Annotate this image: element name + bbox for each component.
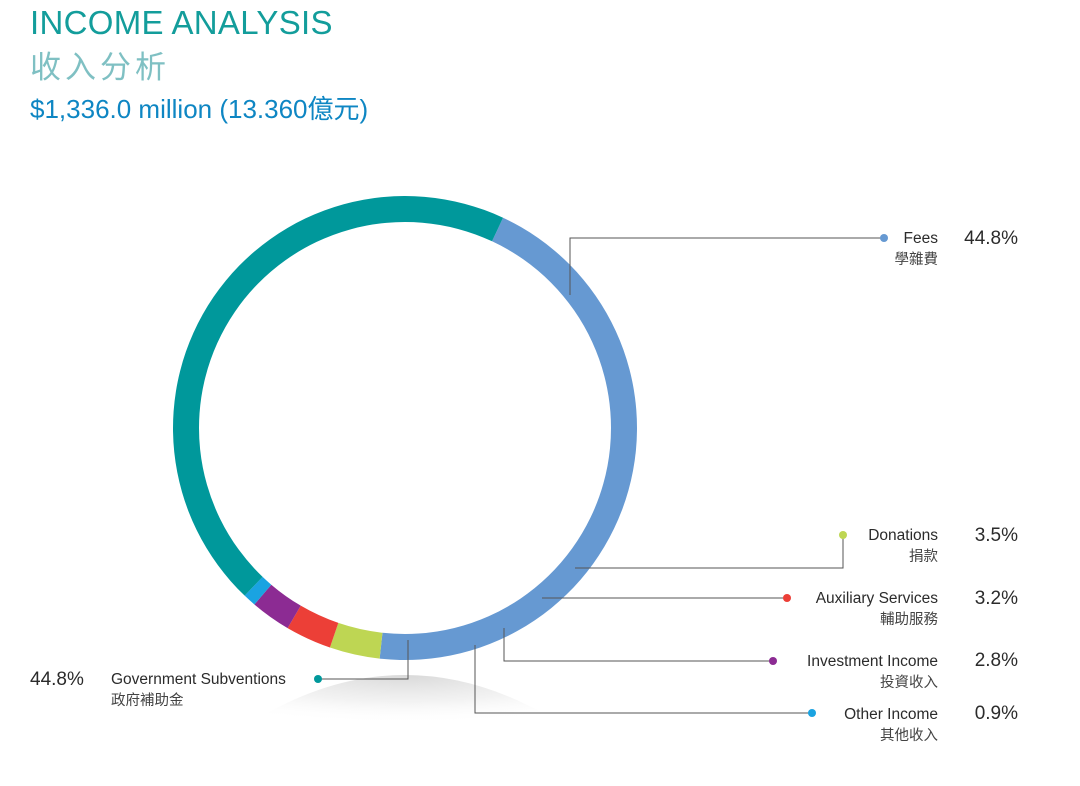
legend-label-government-zh: 政府補助金 — [111, 693, 184, 709]
leader-line-other — [474, 645, 812, 714]
page-title: INCOME ANALYSIS — [30, 4, 333, 41]
legend-label-auxiliary-zh: 輔助服務 — [880, 612, 938, 628]
legend-label-investment-zh: 投資收入 — [880, 675, 938, 691]
legend-dot-investment — [769, 657, 777, 665]
chart-shadow — [225, 675, 585, 740]
data-label-fees: 44.8% — [964, 228, 1018, 249]
legend-label-government: Government Subventions — [111, 671, 286, 688]
leader-line-government — [318, 640, 409, 680]
legend-label-donations-zh: 捐款 — [909, 549, 938, 565]
donut-slice-other — [244, 576, 272, 605]
legend-dot-other — [808, 709, 816, 717]
page-title-chinese: 收入分析 — [30, 50, 170, 86]
total-income: $1,336.0 million (13.360億元) — [30, 94, 369, 124]
legend-label-fees: Fees — [903, 230, 938, 247]
legend-dot-donations — [839, 531, 847, 539]
donut-slice-auxiliary — [287, 605, 339, 648]
legend-label-auxiliary: Auxiliary Services — [815, 590, 938, 607]
donut-slice-fees — [379, 217, 637, 661]
leader-line-fees — [569, 237, 884, 295]
legend-label-other-zh: 其他收入 — [880, 728, 938, 744]
leader-line-donations — [575, 535, 844, 569]
legend-label-fees-zh: 學雜費 — [894, 252, 939, 268]
data-label-investment: 2.8% — [974, 650, 1018, 671]
legend-label-investment: Investment Income — [807, 653, 938, 670]
data-label-other: 0.9% — [974, 703, 1018, 724]
legend-label-donations: Donations — [868, 527, 938, 544]
legend-dot-fees — [880, 234, 888, 242]
legend-label-other: Other Income — [844, 706, 938, 723]
donut-slice-investment — [254, 584, 301, 629]
legend-dot-auxiliary — [783, 594, 791, 602]
donut-slice-donations — [329, 622, 383, 659]
data-label-auxiliary: 3.2% — [974, 588, 1018, 609]
leader-line-investment — [503, 628, 773, 662]
data-label-donations: 3.5% — [974, 525, 1018, 546]
donut-slice-government — [173, 196, 504, 596]
legend-dot-government — [314, 675, 322, 683]
data-label-government: 44.8% — [30, 669, 84, 690]
